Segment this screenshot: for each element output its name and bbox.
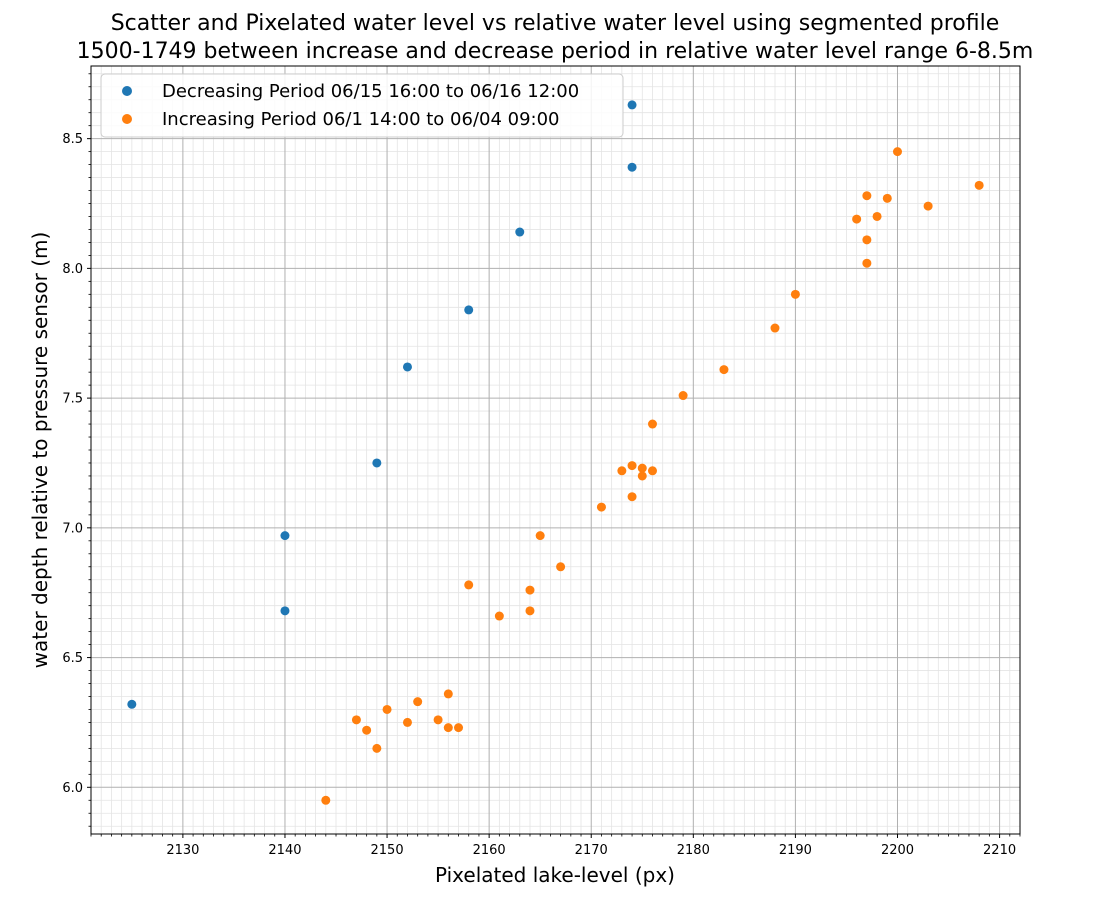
increasing-point xyxy=(382,704,392,714)
increasing-point xyxy=(647,419,657,429)
y-tick-label: 6.5 xyxy=(62,651,83,666)
x-tick-label: 2130 xyxy=(166,843,199,858)
increasing-point xyxy=(627,492,637,502)
increasing-point xyxy=(402,717,412,727)
chart-title-line-1: Scatter and Pixelated water level vs rel… xyxy=(111,11,1000,36)
decreasing-point xyxy=(627,162,637,172)
increasing-point xyxy=(525,585,535,595)
increasing-point xyxy=(923,201,933,211)
increasing-point xyxy=(862,258,872,268)
x-tick-label: 2190 xyxy=(779,843,812,858)
increasing-point xyxy=(892,147,902,157)
x-tick-label: 2180 xyxy=(677,843,710,858)
increasing-point xyxy=(852,214,862,224)
decreasing-point xyxy=(280,606,290,616)
x-tick-label: 2200 xyxy=(881,843,914,858)
y-tick-label: 8.0 xyxy=(62,262,83,277)
y-axis-label: water depth relative to pressure sensor … xyxy=(28,232,52,669)
increasing-point xyxy=(454,723,464,733)
increasing-point xyxy=(862,191,872,201)
x-tick-label: 2170 xyxy=(575,843,608,858)
increasing-point xyxy=(678,391,688,401)
increasing-point xyxy=(321,795,331,805)
increasing-point xyxy=(872,211,882,221)
increasing-point xyxy=(974,180,984,190)
y-tick-label: 7.0 xyxy=(62,521,83,536)
minor-grid xyxy=(90,66,1021,834)
decreasing-point xyxy=(464,305,474,315)
increasing-point xyxy=(647,466,657,476)
decreasing-point xyxy=(280,531,290,541)
decreasing-point xyxy=(627,100,637,110)
x-tick-label: 2160 xyxy=(473,843,506,858)
increasing-point xyxy=(525,606,535,616)
chart-title-line-2: 1500-1749 between increase and decrease … xyxy=(77,39,1034,64)
increasing-point xyxy=(790,289,800,299)
plot-area-frame xyxy=(90,65,1021,835)
increasing-point xyxy=(351,715,361,725)
increasing-point xyxy=(627,461,637,471)
increasing-point xyxy=(443,689,453,699)
legend-marker-increasing xyxy=(122,114,132,124)
increasing-point xyxy=(443,723,453,733)
increasing-point xyxy=(637,463,647,473)
increasing-point xyxy=(464,580,474,590)
data-points xyxy=(127,100,984,805)
decreasing-point xyxy=(127,699,137,709)
x-tick-label: 2210 xyxy=(983,843,1016,858)
increasing-point xyxy=(433,715,443,725)
decreasing-point xyxy=(402,362,412,372)
legend-label-decreasing: Decreasing Period 06/15 16:00 to 06/16 1… xyxy=(162,81,579,102)
y-tick-label: 7.5 xyxy=(62,392,83,407)
increasing-point xyxy=(617,466,627,476)
increasing-point xyxy=(535,531,545,541)
increasing-point xyxy=(556,562,566,572)
major-grid xyxy=(91,66,1020,834)
increasing-point xyxy=(413,697,423,707)
increasing-point xyxy=(637,471,647,481)
increasing-point xyxy=(362,725,372,735)
increasing-point xyxy=(596,502,606,512)
legend-label-increasing: Increasing Period 06/1 14:00 to 06/04 09… xyxy=(162,109,560,130)
decreasing-point xyxy=(515,227,525,237)
tick-labels: 2130 2140 2150 2160 2170 2180 2190 2200 2210 6.0 6… xyxy=(62,132,1016,858)
increasing-point xyxy=(882,193,892,203)
x-tick-label: 2140 xyxy=(268,843,301,858)
legend-marker-decreasing xyxy=(122,86,132,96)
increasing-point xyxy=(862,235,872,245)
x-tick-label: 2150 xyxy=(371,843,404,858)
increasing-point xyxy=(719,365,729,375)
x-axis-label: Pixelated lake-level (px) xyxy=(435,863,675,887)
increasing-point xyxy=(770,323,780,333)
legend: Decreasing Period 06/15 16:00 to 06/16 1… xyxy=(100,73,624,138)
decreasing-point xyxy=(372,458,382,468)
y-tick-label: 8.5 xyxy=(62,132,83,147)
increasing-point xyxy=(494,611,504,621)
legend-box xyxy=(100,73,624,138)
increasing-point xyxy=(372,743,382,753)
y-tick-label: 6.0 xyxy=(62,781,83,796)
